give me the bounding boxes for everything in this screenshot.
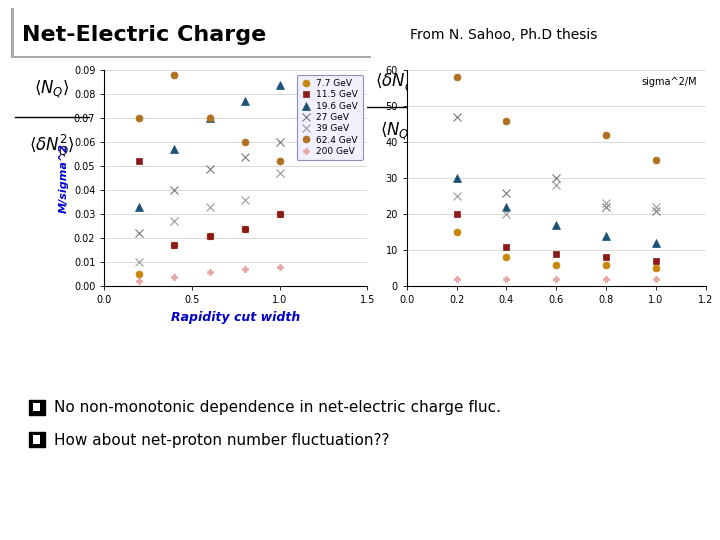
Line: 7.7 GeV: 7.7 GeV	[136, 211, 283, 278]
19.6 GeV	[275, 82, 284, 88]
27 GeV	[240, 153, 249, 160]
19.6 GeV	[502, 204, 510, 210]
19.6 GeV	[652, 240, 660, 246]
200 GeV	[502, 276, 510, 282]
39 GeV	[452, 193, 461, 199]
27 GeV	[552, 175, 561, 181]
39 GeV	[552, 182, 561, 188]
19.6 GeV	[552, 222, 561, 228]
Line: 11.5 GeV: 11.5 GeV	[453, 211, 660, 265]
Y-axis label: M/sigma^2: M/sigma^2	[58, 143, 68, 213]
200 GeV	[135, 278, 144, 285]
27 GeV	[652, 207, 660, 214]
Line: 19.6 GeV: 19.6 GeV	[135, 80, 284, 211]
7.7 GeV	[552, 261, 561, 268]
27 GeV	[205, 165, 214, 172]
Text: Net-Electric Charge: Net-Electric Charge	[22, 25, 266, 45]
200 GeV	[652, 276, 660, 282]
11.5 GeV	[552, 251, 561, 257]
Text: $\langle \delta N_Q^2 \rangle$: $\langle \delta N_Q^2 \rangle$	[375, 69, 420, 95]
62.4 GeV	[552, 45, 561, 52]
11.5 GeV	[240, 225, 249, 232]
11.5 GeV	[205, 233, 214, 239]
19.6 GeV	[170, 146, 179, 153]
11.5 GeV	[170, 242, 179, 248]
27 GeV	[170, 187, 179, 193]
19.6 GeV	[240, 98, 249, 105]
200 GeV	[275, 264, 284, 270]
7.7 GeV	[602, 261, 611, 268]
200 GeV	[452, 276, 461, 282]
Line: 62.4 GeV: 62.4 GeV	[453, 45, 660, 164]
7.7 GeV	[502, 254, 510, 261]
27 GeV	[452, 114, 461, 120]
Line: 200 GeV: 200 GeV	[136, 264, 283, 285]
Line: 27 GeV: 27 GeV	[135, 138, 284, 238]
7.7 GeV	[452, 229, 461, 235]
62.4 GeV	[170, 72, 179, 78]
19.6 GeV	[602, 233, 611, 239]
Text: sigma^2/M: sigma^2/M	[641, 77, 697, 87]
11.5 GeV	[502, 244, 510, 250]
39 GeV	[652, 204, 660, 210]
11.5 GeV	[452, 211, 461, 218]
Line: 39 GeV: 39 GeV	[452, 181, 660, 218]
62.4 GeV	[602, 132, 611, 138]
39 GeV	[135, 259, 144, 266]
39 GeV	[170, 218, 179, 225]
Legend: 7.7 GeV, 11.5 GeV, 19.6 GeV, 27 GeV, 39 GeV, 62.4 GeV, 200 GeV: 7.7 GeV, 11.5 GeV, 19.6 GeV, 27 GeV, 39 …	[297, 75, 363, 160]
27 GeV	[135, 230, 144, 237]
Line: 7.7 GeV: 7.7 GeV	[453, 229, 660, 272]
39 GeV	[502, 211, 510, 218]
11.5 GeV	[652, 258, 660, 264]
Text: $\langle \delta N_Q^2 \rangle$: $\langle \delta N_Q^2 \rangle$	[30, 132, 75, 159]
27 GeV	[275, 139, 284, 145]
7.7 GeV	[652, 265, 660, 272]
62.4 GeV	[652, 157, 660, 164]
Text: $\langle N_Q \rangle$: $\langle N_Q \rangle$	[35, 79, 70, 100]
62.4 GeV	[275, 158, 284, 165]
27 GeV	[602, 204, 611, 210]
7.7 GeV	[275, 211, 284, 218]
62.4 GeV	[502, 117, 510, 124]
Text: No non-monotonic dependence in net-electric charge fluc.: No non-monotonic dependence in net-elect…	[54, 400, 501, 415]
Text: $\langle N_Q \rangle$: $\langle N_Q \rangle$	[380, 121, 415, 143]
11.5 GeV	[275, 211, 284, 218]
62.4 GeV	[452, 74, 461, 80]
Line: 11.5 GeV: 11.5 GeV	[136, 158, 283, 249]
Line: 19.6 GeV: 19.6 GeV	[452, 174, 660, 247]
19.6 GeV	[205, 115, 214, 122]
7.7 GeV	[205, 233, 214, 239]
200 GeV	[205, 268, 214, 275]
Line: 62.4 GeV: 62.4 GeV	[136, 71, 283, 165]
11.5 GeV	[135, 158, 144, 165]
200 GeV	[240, 266, 249, 273]
62.4 GeV	[205, 115, 214, 122]
200 GeV	[170, 273, 179, 280]
Line: 200 GeV: 200 GeV	[453, 275, 660, 282]
X-axis label: Rapidity cut width: Rapidity cut width	[171, 311, 300, 324]
7.7 GeV	[170, 242, 179, 248]
200 GeV	[552, 276, 561, 282]
39 GeV	[602, 200, 611, 207]
7.7 GeV	[240, 225, 249, 232]
7.7 GeV	[135, 271, 144, 278]
39 GeV	[275, 170, 284, 177]
62.4 GeV	[135, 115, 144, 122]
Line: 39 GeV: 39 GeV	[135, 169, 284, 266]
39 GeV	[205, 204, 214, 210]
Text: How about net-proton number fluctuation??: How about net-proton number fluctuation?…	[54, 433, 390, 448]
27 GeV	[502, 190, 510, 196]
200 GeV	[602, 276, 611, 282]
39 GeV	[240, 197, 249, 203]
19.6 GeV	[135, 204, 144, 210]
Line: 27 GeV: 27 GeV	[452, 113, 660, 215]
19.6 GeV	[452, 175, 461, 181]
62.4 GeV	[240, 139, 249, 145]
Text: From N. Sahoo, Ph.D thesis: From N. Sahoo, Ph.D thesis	[410, 28, 598, 42]
11.5 GeV	[602, 254, 611, 261]
